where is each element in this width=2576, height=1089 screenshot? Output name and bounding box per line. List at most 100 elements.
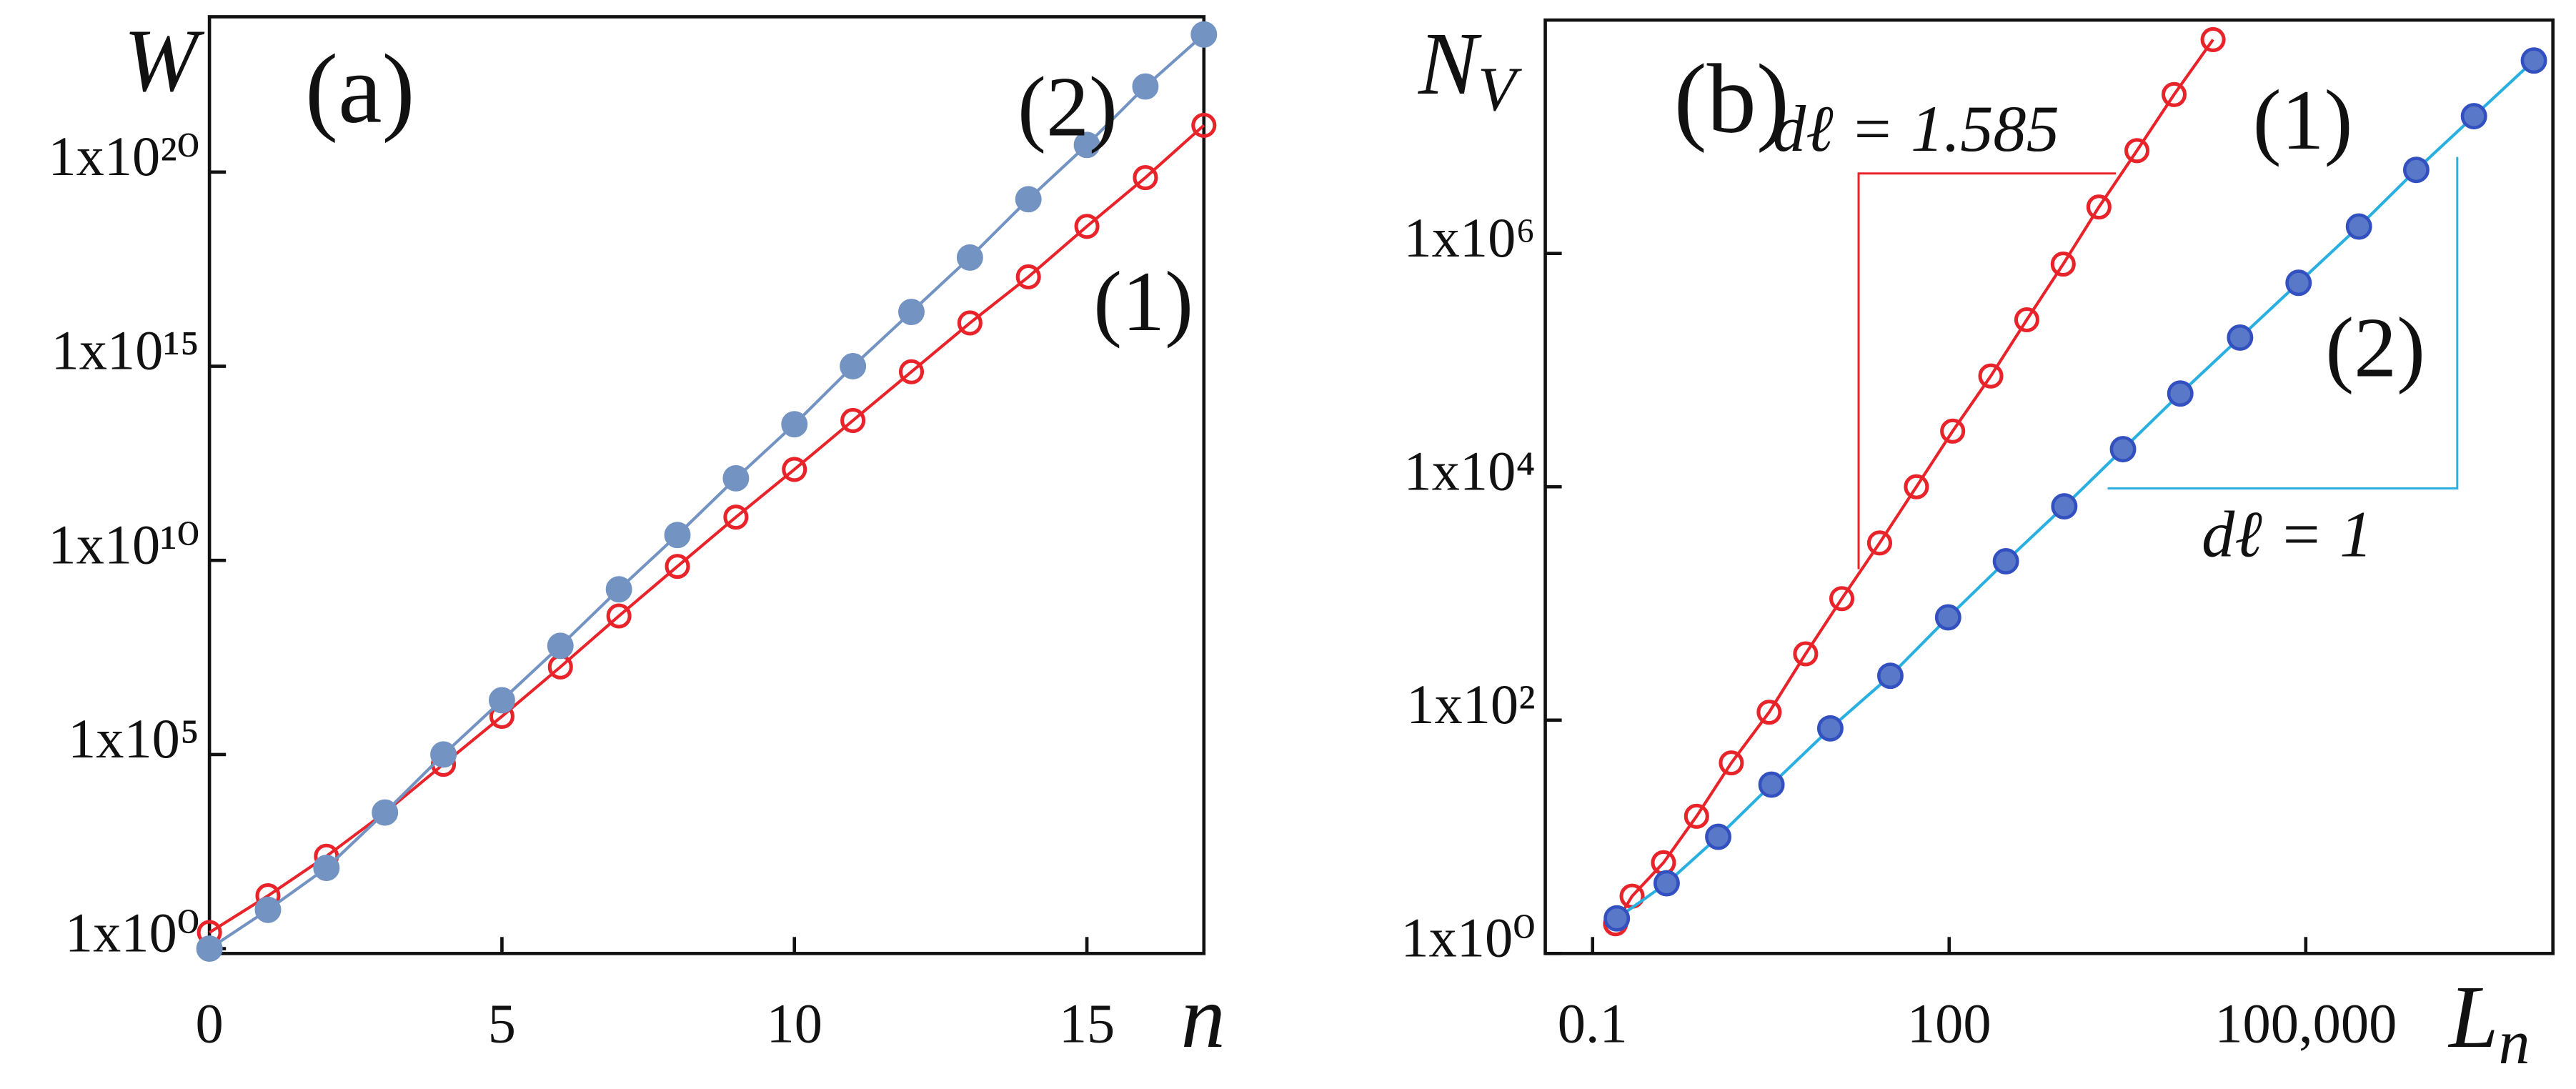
marker (1829, 586, 1855, 612)
slope-label: dℓ = 1 (2202, 498, 2372, 571)
x-axis-label-main: n (1180, 968, 1225, 1066)
marker (722, 464, 750, 492)
slope-label: dℓ = 1.585 (1773, 92, 2059, 165)
marker (1756, 700, 1782, 725)
x-tick-label: 5 (488, 993, 516, 1055)
marker (840, 353, 867, 379)
marker (2051, 493, 2078, 520)
marker (1073, 131, 1100, 159)
marker (1940, 418, 1966, 444)
marker (1015, 186, 1042, 213)
marker (1904, 474, 1929, 499)
x-tick-label: 100,000 (2214, 993, 2397, 1055)
marker (2285, 269, 2312, 297)
slope-triangle (1857, 172, 2117, 570)
series-line (209, 124, 1205, 934)
marker (898, 299, 925, 326)
marker (840, 407, 866, 434)
marker (1132, 73, 1159, 100)
marker (1978, 363, 2004, 389)
marker (2200, 26, 2226, 52)
y-tick-label: 1x10¹⁵ (51, 319, 199, 382)
marker (1816, 715, 1844, 742)
marker (898, 359, 925, 384)
marker (664, 522, 691, 549)
series-label: (2) (2325, 299, 2425, 394)
y-tick-label: 1x10² (1406, 673, 1535, 735)
marker (1074, 214, 1100, 239)
marker (1190, 21, 1218, 48)
marker (665, 554, 690, 580)
x-tick-label: 100 (1907, 993, 1991, 1055)
frame-a (207, 15, 1206, 955)
marker (1603, 905, 1631, 932)
y-tick-label: 1x10¹⁰ (48, 513, 199, 575)
marker (605, 576, 632, 603)
marker (2167, 380, 2194, 407)
marker (1866, 530, 1893, 556)
y-axis-label: NV (1418, 14, 1522, 124)
marker (313, 855, 340, 882)
marker (2050, 252, 2076, 277)
y-tick-label: 1x10⁰ (65, 902, 199, 964)
marker (781, 411, 808, 438)
y-axis-label-main: W (124, 11, 205, 109)
marker (1793, 641, 1819, 667)
marker (1653, 870, 1680, 897)
x-axis-label: Ln (2447, 968, 2530, 1078)
series-label: (1) (2253, 72, 2353, 167)
y-tick-label: 1x10²⁰ (48, 125, 199, 187)
marker (1934, 604, 1961, 631)
panel-label: (a) (305, 34, 415, 144)
y-axis-label-main: N (1418, 14, 1482, 113)
marker (1992, 547, 2019, 575)
marker (2086, 194, 2112, 220)
marker (1651, 850, 1676, 875)
marker (1133, 165, 1158, 191)
series-line (208, 33, 1205, 950)
panel-label: (b) (1674, 44, 1789, 153)
y-tick-label: 1x10⁴ (1403, 439, 1535, 502)
marker (2227, 324, 2254, 351)
marker (1876, 662, 1904, 690)
marker (547, 654, 573, 680)
y-tick-label: 1x10⁰ (1401, 907, 1535, 969)
y-tick-label: 1x10⁵ (68, 707, 199, 770)
frame-b (1543, 18, 2555, 955)
marker (723, 504, 749, 530)
y-axis-label-sub: V (1478, 54, 1522, 124)
marker (956, 244, 983, 271)
marker (1719, 750, 1744, 776)
series-label: (2) (1018, 59, 1118, 154)
marker (2014, 307, 2039, 333)
x-tick-label: 15 (1059, 993, 1115, 1055)
marker (1684, 803, 1709, 829)
x-axis-label-sub: n (2499, 1008, 2530, 1077)
marker (2402, 156, 2430, 184)
marker (430, 741, 457, 768)
marker (196, 935, 223, 963)
marker (782, 457, 807, 482)
marker (1705, 823, 1732, 850)
marker (2460, 103, 2487, 130)
marker (1758, 771, 1785, 798)
marker (2109, 436, 2137, 463)
marker (2520, 47, 2547, 74)
y-tick-label: 1x10⁶ (1403, 207, 1535, 269)
marker (957, 310, 983, 336)
x-axis-label-main: L (2447, 968, 2498, 1066)
series-label: (1) (1093, 254, 1193, 349)
slope-triangle (2107, 156, 2459, 490)
marker (1015, 264, 1041, 290)
marker (2124, 138, 2150, 164)
marker (254, 896, 282, 923)
marker (2345, 213, 2372, 240)
x-tick-label: 0.1 (1558, 993, 1628, 1055)
marker (372, 799, 399, 826)
marker (547, 632, 574, 660)
marker (606, 603, 632, 629)
marker (2161, 81, 2187, 107)
marker (1191, 112, 1217, 138)
x-axis-label: n (1180, 968, 1225, 1066)
